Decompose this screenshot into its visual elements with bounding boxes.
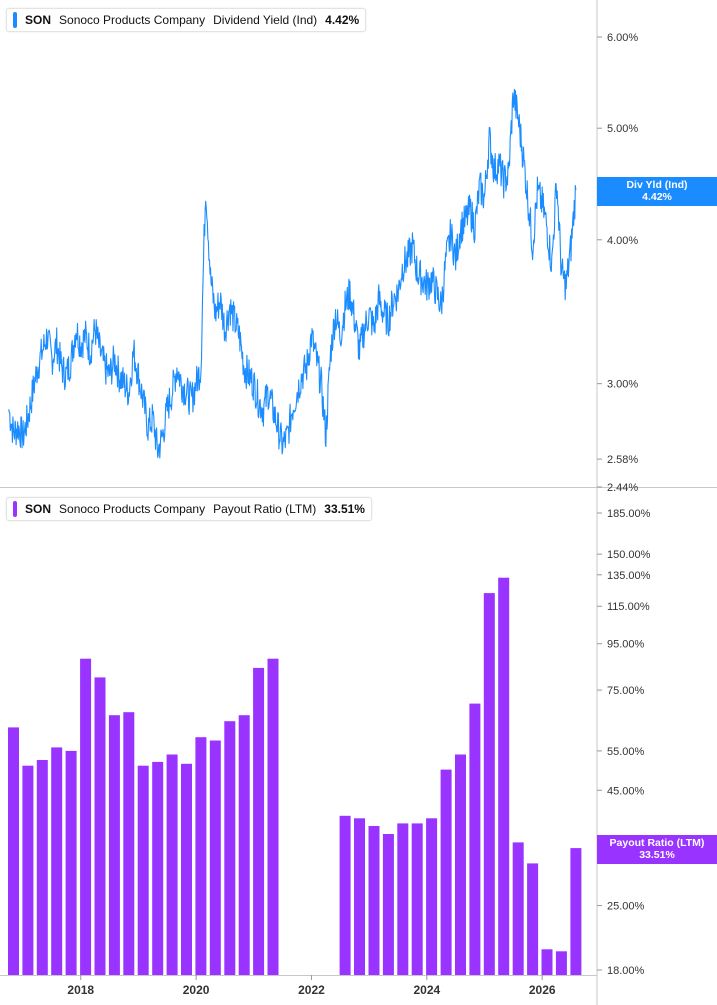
x-tick-label: 2026 <box>529 983 556 997</box>
x-tick-label: 2024 <box>413 983 440 997</box>
payout-ratio-bar <box>483 593 495 975</box>
y-tick-label: 4.00% <box>607 235 638 247</box>
y-tick-label: 2.44% <box>607 482 638 494</box>
legend-metric: Dividend Yield (Ind) <box>213 13 318 27</box>
payout-ratio-bar <box>166 754 178 975</box>
y-tick-label: 95.00% <box>607 639 645 651</box>
dividend-yield-legend: SON Sonoco Products Company Dividend Yie… <box>6 8 367 32</box>
y-tick-label: 115.00% <box>607 601 650 613</box>
payout-ratio-bar <box>411 823 423 975</box>
y-tick-label: 55.00% <box>607 746 645 758</box>
payout-ratio-bar <box>339 815 351 975</box>
payout-ratio-bar <box>469 703 481 975</box>
x-axis-ticks: 2018 2020 2022 2024 2026 <box>67 975 556 997</box>
payout-ratio-bar <box>440 769 452 975</box>
payout-ratio-bar <box>382 834 394 975</box>
payout-ratio-bar <box>137 765 149 975</box>
dividend-yield-legend-swatch <box>13 12 17 28</box>
legend-metric: Payout Ratio (LTM) <box>213 502 317 516</box>
payout-ratio-bar <box>8 727 19 975</box>
payout-ratio-bar <box>455 754 466 975</box>
payout-ratio-bar <box>426 818 438 975</box>
legend-ticker: SON <box>25 502 52 516</box>
x-tick-label: 2018 <box>67 983 94 997</box>
payout-ratio-bar <box>209 740 221 975</box>
y-tick-label: 25.00% <box>607 901 645 913</box>
payout-ratio-bar <box>541 949 553 975</box>
y-tick-label: 185.00% <box>607 508 651 520</box>
tag-value: 33.51% <box>639 849 675 861</box>
payout-ratio-bar <box>51 747 63 975</box>
x-tick-label: 2022 <box>298 983 325 997</box>
payout-ratio-bar <box>123 712 135 975</box>
tag-label: Div Yld (Ind) <box>626 179 688 191</box>
payout-ratio-bar <box>354 818 365 975</box>
payout-ratio-bar <box>65 750 77 975</box>
y-tick-label: 45.00% <box>607 785 645 797</box>
legend-value: 33.51% <box>324 502 365 516</box>
dividend-yield-series <box>8 88 577 459</box>
y-tick-label: 2.58% <box>607 454 638 466</box>
dividend-yield-line <box>8 88 577 459</box>
y-tick-label: 3.00% <box>607 379 638 391</box>
payout-ratio-legend-swatch <box>13 501 17 517</box>
payout-ratio-bar <box>108 715 120 975</box>
payout-ratio-y-ticks: 185.00% 150.00% 135.00% 115.00% 95.00% 75.00%… <box>597 508 651 977</box>
payout-ratio-bar <box>527 863 539 975</box>
payout-ratio-bar <box>253 667 265 975</box>
payout-ratio-bar <box>224 721 236 975</box>
payout-ratio-bar <box>368 826 380 975</box>
payout-ratio-bar <box>22 765 34 975</box>
payout-ratio-bar <box>94 677 106 975</box>
payout-ratio-bar <box>570 848 582 975</box>
payout-ratio-bar <box>36 760 48 975</box>
payout-ratio-bar <box>181 763 192 975</box>
legend-value: 4.42% <box>325 13 360 27</box>
payout-ratio-bar <box>267 658 279 975</box>
tag-value: 4.42% <box>642 191 672 203</box>
y-tick-label: 5.00% <box>607 123 638 135</box>
y-tick-label: 18.00% <box>607 965 645 977</box>
legend-ticker: SON <box>25 13 52 27</box>
dividend-yield-value-tag: Div Yld (Ind) 4.42% <box>597 177 717 206</box>
payout-ratio-bar <box>512 842 524 975</box>
y-tick-label: 150.00% <box>607 549 651 561</box>
y-tick-label: 6.00% <box>607 32 638 44</box>
y-tick-label: 75.00% <box>607 685 645 697</box>
payout-ratio-bar <box>152 761 164 975</box>
payout-ratio-bar <box>498 577 510 975</box>
payout-ratio-series <box>8 577 582 975</box>
dividend-yield-y-ticks: 6.00% 5.00% 4.00% 3.00% 2.58% 2.44% <box>597 32 638 494</box>
payout-ratio-value-tag: Payout Ratio (LTM) 33.51% <box>597 835 717 864</box>
payout-ratio-bar <box>555 951 567 975</box>
payout-ratio-bar <box>195 737 207 975</box>
payout-ratio-bar <box>238 715 250 975</box>
payout-ratio-bar <box>80 658 92 975</box>
payout-ratio-legend: SON Sonoco Products Company Payout Ratio… <box>6 497 372 521</box>
y-tick-label: 135.00% <box>607 570 651 582</box>
legend-company: Sonoco Products Company <box>59 502 206 516</box>
payout-ratio-bar <box>397 823 409 975</box>
legend-company: Sonoco Products Company <box>59 13 206 27</box>
tag-label: Payout Ratio (LTM) <box>609 837 705 849</box>
x-tick-label: 2020 <box>183 983 210 997</box>
